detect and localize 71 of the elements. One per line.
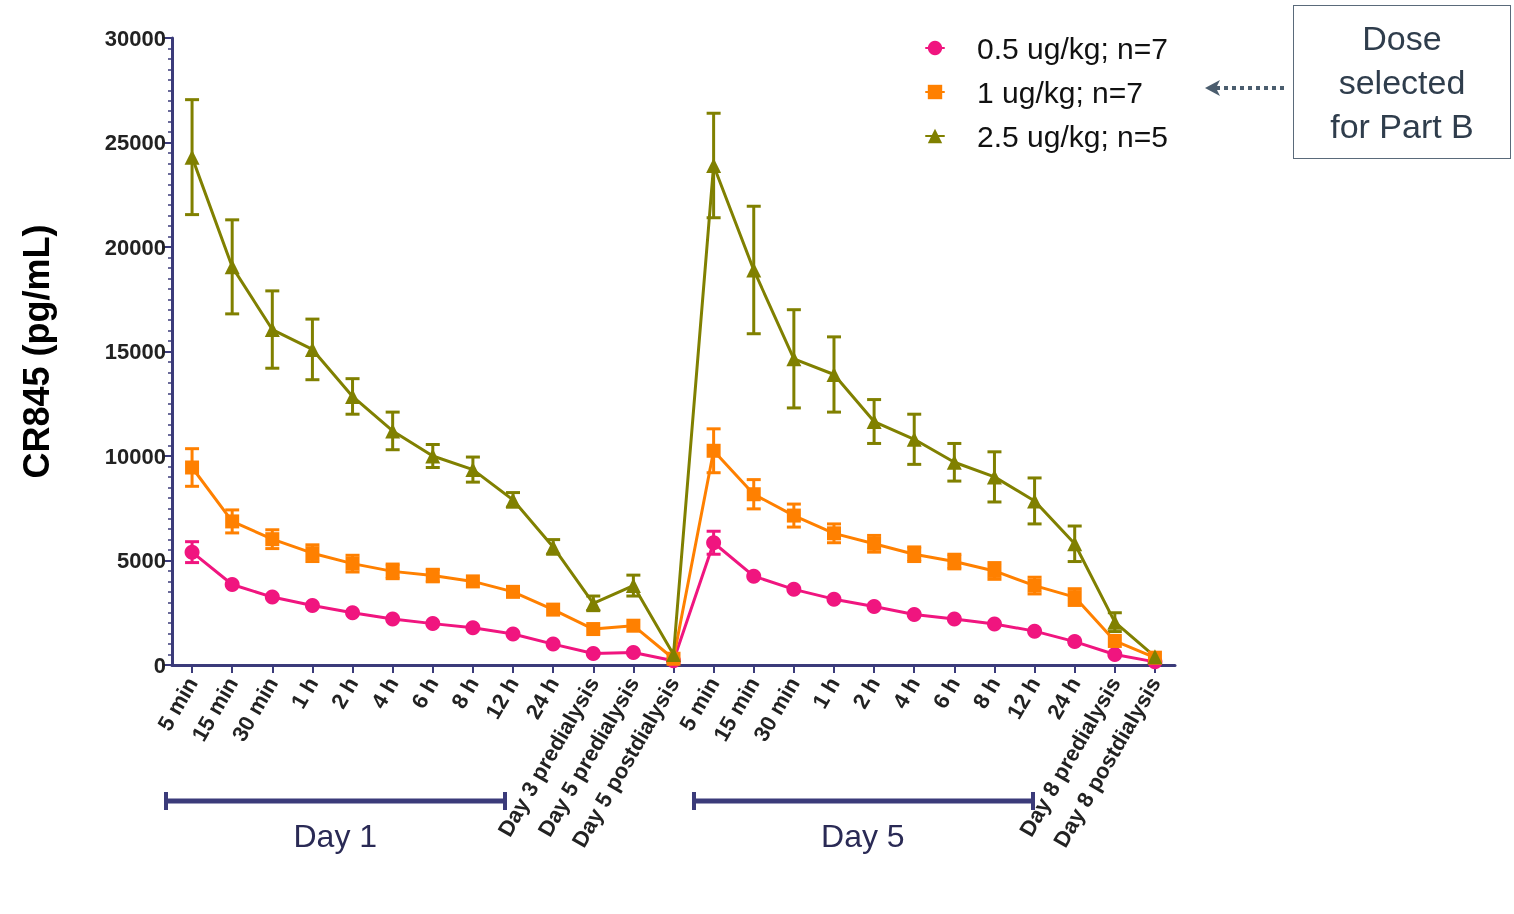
y-tick-label: 5000	[117, 548, 166, 573]
x-tick-label: 4 h	[365, 672, 404, 713]
point	[465, 574, 480, 589]
point	[425, 448, 441, 464]
point	[385, 423, 401, 439]
point	[586, 622, 601, 637]
point	[385, 611, 401, 627]
point	[906, 606, 922, 622]
point	[786, 351, 802, 367]
y-tick-label: 10000	[104, 443, 166, 469]
point	[546, 602, 561, 617]
point	[946, 454, 962, 470]
y-tick-label: 0	[153, 652, 166, 678]
point	[786, 508, 801, 523]
point	[1067, 536, 1083, 552]
point	[946, 611, 962, 627]
point	[545, 636, 561, 652]
point	[826, 526, 841, 541]
point	[506, 584, 521, 599]
y-tick-label: 15000	[104, 339, 166, 364]
point	[304, 597, 320, 613]
point	[786, 581, 802, 597]
point	[264, 589, 280, 605]
point	[265, 532, 280, 547]
point	[866, 598, 882, 614]
point	[625, 578, 641, 594]
point	[425, 616, 441, 632]
point	[1027, 493, 1043, 509]
point	[626, 618, 641, 633]
point	[706, 443, 721, 458]
point	[345, 605, 361, 621]
x-tick-label: 1 h	[807, 672, 845, 713]
x-tick-label: 1 h	[285, 672, 324, 713]
point	[264, 322, 280, 338]
point	[505, 626, 521, 642]
text: Day 1	[293, 818, 378, 855]
point	[1067, 634, 1083, 650]
point	[706, 535, 722, 551]
point	[746, 487, 761, 502]
point	[224, 577, 240, 593]
point	[465, 620, 481, 636]
x-tick-label: 6 h	[927, 672, 966, 713]
text: Dose selected for Part B	[1329, 17, 1475, 148]
x-tick-label: 6 h	[406, 672, 444, 713]
x-tick-label: 2 h	[847, 672, 885, 713]
point	[986, 616, 1002, 632]
point	[1107, 647, 1123, 663]
text: Day 5	[821, 818, 905, 855]
legend-label: 0.5 ug/kg; n=7	[977, 31, 1168, 65]
x-tick-label: 2 h	[325, 672, 364, 713]
point	[465, 462, 481, 478]
point	[1027, 623, 1043, 639]
point	[1107, 633, 1122, 648]
point	[185, 460, 200, 475]
point	[866, 414, 882, 430]
point	[906, 431, 922, 447]
y-tick-label: 25000	[104, 130, 166, 155]
legend-label: 2.5 ug/kg; n=5	[977, 119, 1168, 153]
legend-label: 1 ug/kg; n=7	[977, 75, 1143, 109]
x-tick-label: 4 h	[887, 672, 926, 713]
y-tick-label: 30000	[104, 25, 166, 51]
y-tick-label: 20000	[104, 234, 166, 260]
point	[746, 568, 762, 584]
point	[224, 259, 240, 275]
point	[826, 591, 842, 607]
point	[666, 647, 681, 663]
point	[625, 644, 641, 660]
point	[184, 544, 200, 560]
y-axis-title: CR845 (pg/mL)	[15, 224, 57, 479]
point	[225, 514, 240, 529]
point	[585, 646, 601, 661]
